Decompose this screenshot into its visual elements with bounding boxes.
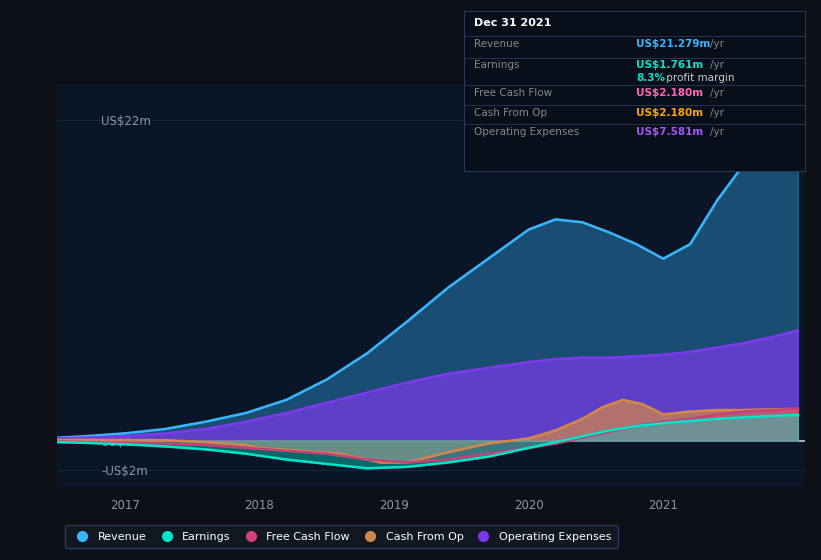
Text: US$2.180m: US$2.180m: [636, 88, 704, 98]
Text: 8.3%: 8.3%: [636, 73, 665, 83]
Text: Dec 31 2021: Dec 31 2021: [474, 18, 551, 28]
Text: US$1.761m: US$1.761m: [636, 60, 704, 71]
Text: Cash From Op: Cash From Op: [474, 108, 547, 118]
Text: profit margin: profit margin: [663, 73, 735, 83]
Legend: Revenue, Earnings, Free Cash Flow, Cash From Op, Operating Expenses: Revenue, Earnings, Free Cash Flow, Cash …: [65, 525, 618, 548]
Text: /yr: /yr: [710, 39, 724, 49]
Text: Free Cash Flow: Free Cash Flow: [474, 88, 552, 98]
Text: /yr: /yr: [710, 88, 724, 98]
Text: US$21.279m: US$21.279m: [636, 39, 711, 49]
Text: /yr: /yr: [710, 60, 724, 71]
Text: US$2.180m: US$2.180m: [636, 108, 704, 118]
Text: Revenue: Revenue: [474, 39, 519, 49]
Text: US$7.581m: US$7.581m: [636, 127, 704, 137]
Text: Operating Expenses: Operating Expenses: [474, 127, 579, 137]
Text: /yr: /yr: [710, 108, 724, 118]
Text: Earnings: Earnings: [474, 60, 519, 71]
Text: /yr: /yr: [710, 127, 724, 137]
